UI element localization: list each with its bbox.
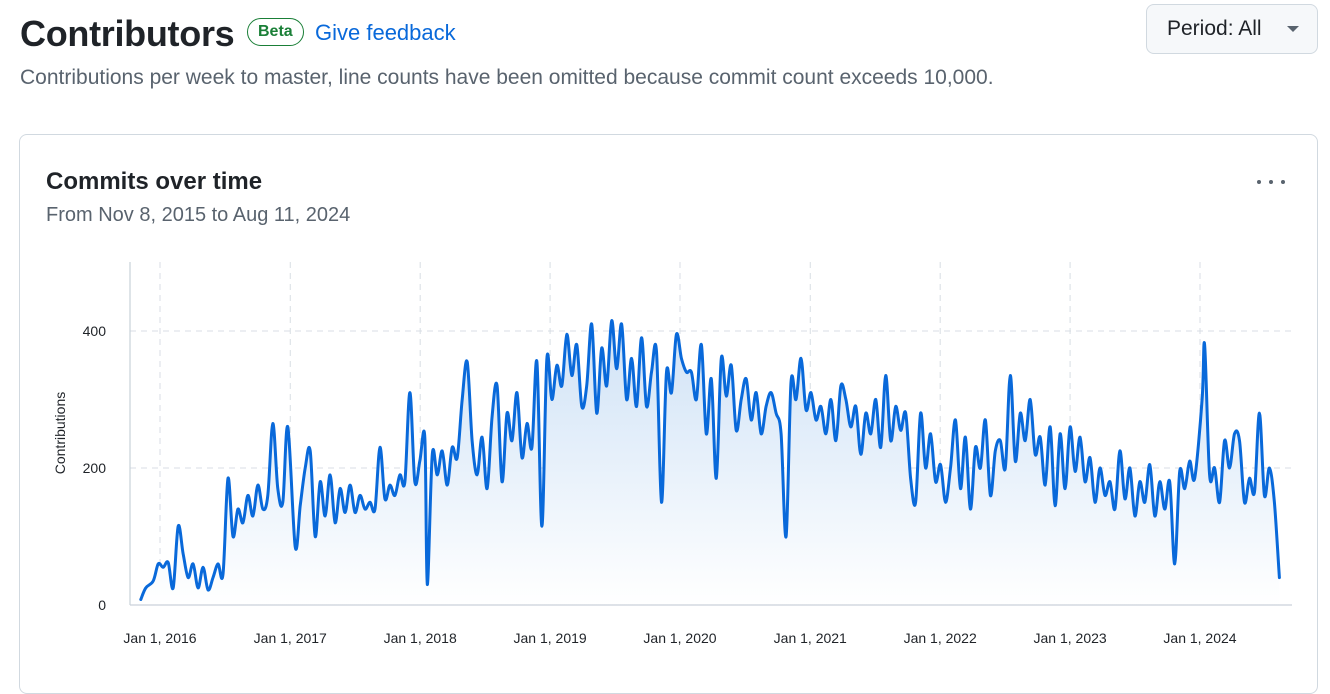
commits-chart: 0 200 400 Jan 1, 2016 Jan 1, 2017 Jan 1, 201… <box>52 262 1292 646</box>
kebab-horizontal-icon[interactable] <box>1257 175 1285 189</box>
y-axis-label: Contributions <box>52 392 68 475</box>
x-tick-label: Jan 1, 2017 <box>254 630 327 646</box>
page-title: Contributors <box>20 13 235 54</box>
page-description: Contributions per week to master, line c… <box>20 66 994 89</box>
period-dropdown-button[interactable]: Period: All <box>1146 4 1318 54</box>
x-tick-label: Jan 1, 2024 <box>1163 630 1236 646</box>
period-dropdown-label: Period: All <box>1167 17 1262 40</box>
x-tick-label: Jan 1, 2022 <box>904 630 977 646</box>
x-tick-label: Jan 1, 2018 <box>384 630 457 646</box>
x-tick-label: Jan 1, 2023 <box>1034 630 1107 646</box>
y-tick-label: 200 <box>83 460 107 476</box>
series-line <box>139 319 1281 601</box>
x-tick-label: Jan 1, 2021 <box>774 630 847 646</box>
page-header: Contributors Beta Give feedback Period: … <box>20 4 1318 60</box>
y-tick-label: 400 <box>83 323 107 339</box>
caret-down-icon <box>1287 26 1299 32</box>
chart-title: Commits over time <box>46 168 263 195</box>
beta-badge: Beta <box>247 18 304 46</box>
chart-date-range: From Nov 8, 2015 to Aug 11, 2024 <box>46 204 351 226</box>
x-tick-label: Jan 1, 2016 <box>123 630 196 646</box>
give-feedback-link[interactable]: Give feedback <box>315 20 456 45</box>
x-tick-label: Jan 1, 2019 <box>514 630 587 646</box>
y-tick-label: 0 <box>98 597 106 613</box>
x-tick-label: Jan 1, 2020 <box>643 630 716 646</box>
